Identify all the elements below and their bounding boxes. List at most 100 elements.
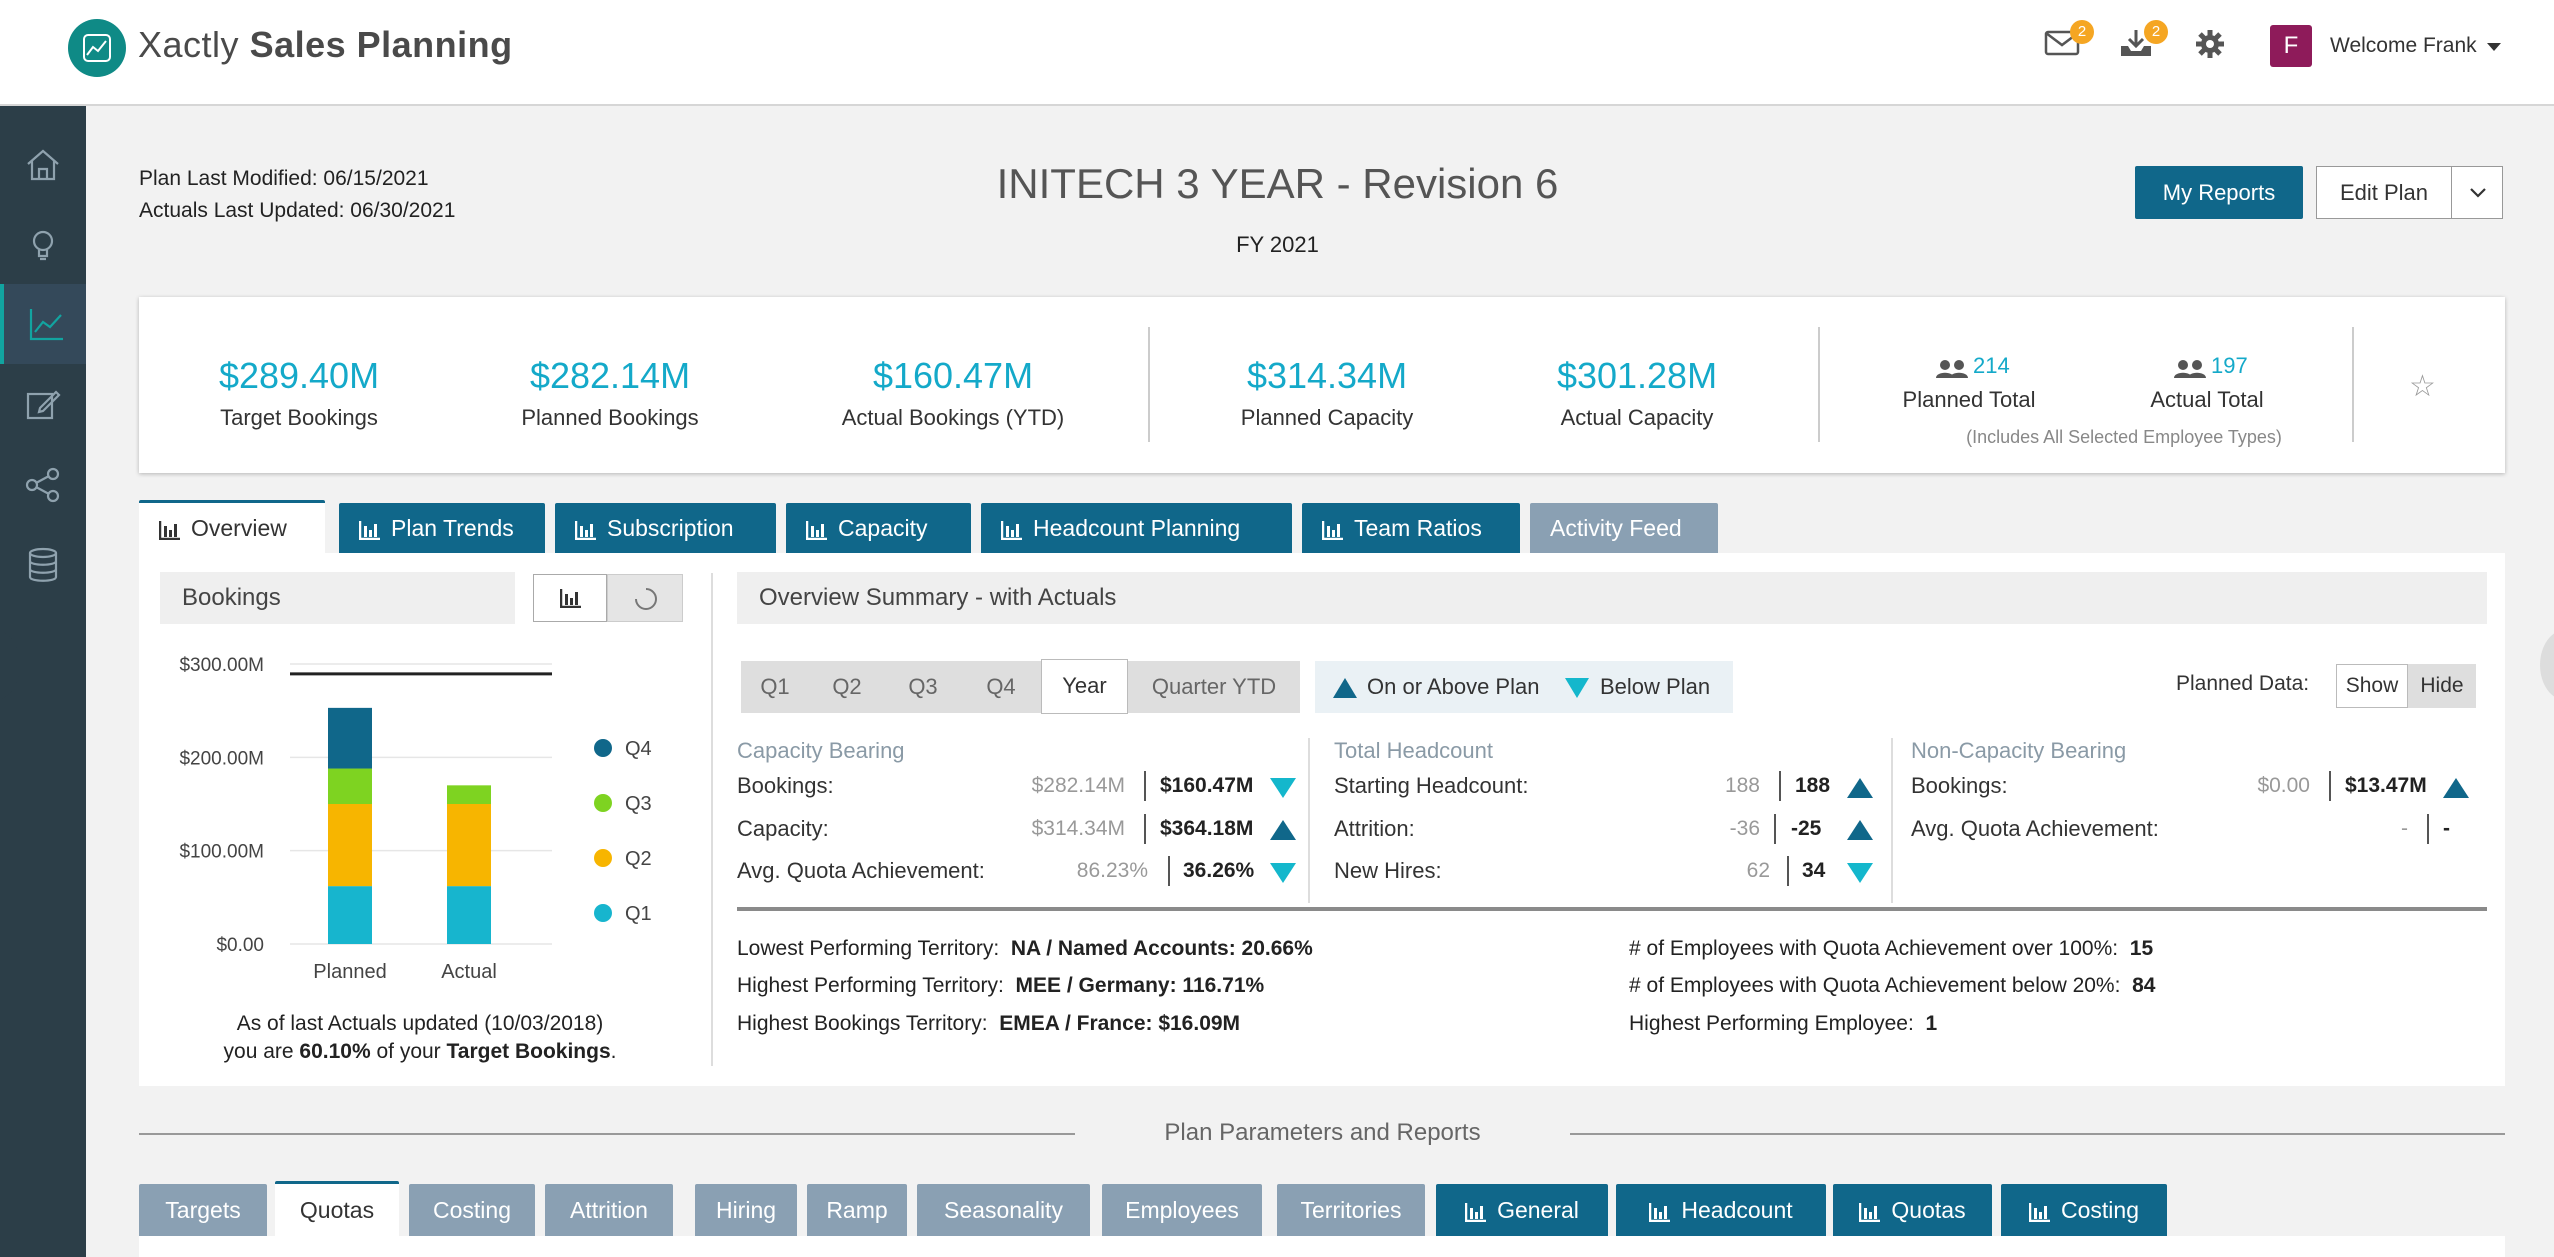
stat-label: # of Employees with Quota Achievement ov… [1629,937,2119,960]
cap-quota-actual: 36.26% [1183,859,1255,882]
param-tab-hiring[interactable]: Hiring [695,1184,797,1236]
param-tab-costing[interactable]: Costing [409,1184,535,1236]
planned-data-hide-button[interactable]: Hide [2408,664,2476,708]
above-plan-icon [2443,778,2469,798]
bookings-percent: 60.10% [299,1040,371,1063]
period-q3[interactable]: Q3 [885,661,961,713]
cap-capacity-actual: $364.18M [1160,817,1254,840]
bar-q1-actual [447,886,491,944]
kpi-summary-card: $289.40M Target Bookings $282.14M Planne… [139,297,2505,473]
report-tab-quotas[interactable]: Quotas [1833,1184,1992,1236]
lightbulb-icon [32,230,54,261]
report-tab-headcount[interactable]: Headcount [1616,1184,1826,1236]
tab-capacity[interactable]: Capacity [786,503,971,554]
triangle-down-icon [1565,678,1589,698]
cap-capacity-plan: $314.34M [1031,817,1125,840]
fiscal-year: FY 2021 [1236,232,1319,257]
sidebar-item-analytics[interactable] [0,284,86,364]
sidebar-item-share[interactable] [0,444,86,524]
my-reports-button[interactable]: My Reports [2135,166,2303,219]
mail-icon[interactable]: 2 [2044,20,2094,68]
chevron-down-icon[interactable] [2487,43,2501,51]
bar-chart-icon [1465,1202,1487,1222]
bar-chart-icon [159,520,180,540]
gear-icon[interactable] [2194,28,2234,68]
legend-label-q3: Q3 [625,793,652,815]
xactly-logo-icon[interactable] [68,19,126,77]
kpi-divider [2352,327,2354,442]
sidebar-item-edit[interactable] [0,364,86,444]
actual-capacity-value: $301.28M [1556,355,1718,396]
tab-plan-trends[interactable]: Plan Trends [339,503,545,554]
capacity-bearing-title: Capacity Bearing [737,738,905,763]
brand-light: Xactly [138,24,240,65]
x-category-label: Actual [441,961,497,983]
favorite-star-icon[interactable]: ☆ [2409,370,2436,403]
noncap-quota-plan: - [2401,817,2408,840]
legend-label-q4: Q4 [625,738,652,760]
edit-plan-dropdown-button[interactable] [2451,166,2503,219]
new-hires-plan: 62 [1746,859,1770,882]
right-panel-handle[interactable] [2540,630,2554,700]
sidebar-item-home[interactable] [0,124,86,204]
attrition-plan: -36 [1729,817,1760,840]
planned-data-show-button[interactable]: Show [2336,664,2408,708]
total-headcount-title: Total Headcount [1334,738,1493,763]
value-separator [1787,856,1789,886]
period-q2[interactable]: Q2 [809,661,885,713]
target-bookings-label: Target Bookings [220,405,378,430]
sidebar-collapse-handle[interactable] [0,630,20,700]
param-tab-attrition[interactable]: Attrition [545,1184,673,1236]
period-q1[interactable]: Q1 [741,661,809,713]
page-title: INITECH 3 YEAR - Revision 6 [996,160,1559,207]
highest-performing-territory: Highest Performing Territory: MEE / Germ… [737,974,1264,998]
download-badge: 2 [2144,20,2168,44]
below-plan-icon [1847,863,1873,883]
bar-chart-icon [359,520,380,540]
period-quarter-ytd[interactable]: Quarter YTD [1128,661,1300,713]
avatar[interactable]: F [2270,25,2312,67]
stat-label: Highest Performing Employee: [1629,1012,1914,1035]
bar-q2-actual [447,804,491,887]
value-separator [2427,814,2429,844]
param-tab-seasonality[interactable]: Seasonality [917,1184,1090,1236]
tab-overview[interactable]: Overview [139,500,325,554]
value-separator [1774,814,1776,844]
value-separator [1144,814,1146,844]
period-year[interactable]: Year [1041,659,1128,714]
period-q4[interactable]: Q4 [961,661,1041,713]
column-divider [1308,738,1310,903]
bar-chart-toggle-button[interactable] [533,574,607,622]
report-tab-costing[interactable]: Costing [2001,1184,2167,1236]
value-separator [1144,771,1146,801]
download-icon[interactable]: 2 [2118,20,2168,68]
param-tab-ramp[interactable]: Ramp [807,1184,907,1236]
legend-below-plan: Below Plan [1600,674,1711,699]
param-tab-quotas[interactable]: Quotas [275,1181,399,1236]
param-tab-targets[interactable]: Targets [139,1184,267,1236]
sidebar-item-ideas[interactable] [0,204,86,284]
tab-team-ratios[interactable]: Team Ratios [1302,503,1520,554]
section-rule [1570,1133,2505,1135]
bar-chart-icon [1859,1202,1881,1222]
param-tab-employees[interactable]: Employees [1102,1184,1262,1236]
donut-chart-toggle-button[interactable] [607,574,683,622]
tab-headcount-planning[interactable]: Headcount Planning [981,503,1292,554]
tab-label: Overview [191,515,287,541]
actual-bookings-value: $160.47M [872,355,1034,396]
cap-quota-plan: 86.23% [1076,859,1148,882]
edit-plan-button[interactable]: Edit Plan [2316,166,2452,219]
welcome-user-menu[interactable]: Welcome Frank [2330,34,2477,57]
legend-swatch-q1 [594,904,612,922]
sidebar-item-database[interactable] [0,524,86,604]
tab-activity-feed[interactable]: Activity Feed [1530,503,1718,554]
new-hires-label: New Hires: [1334,858,1442,883]
lowest-performing-territory: Lowest Performing Territory: NA / Named … [737,937,1313,961]
tab-label: Subscription [607,515,734,541]
cap-quota-label: Avg. Quota Achievement: [737,858,985,883]
report-tab-general[interactable]: General [1436,1184,1608,1236]
headcount-note: (Includes All Selected Employee Types) [1966,427,2282,447]
param-tab-territories[interactable]: Territories [1277,1184,1425,1236]
tab-subscription[interactable]: Subscription [555,503,776,554]
stat-value: 1 [1925,1012,1938,1035]
